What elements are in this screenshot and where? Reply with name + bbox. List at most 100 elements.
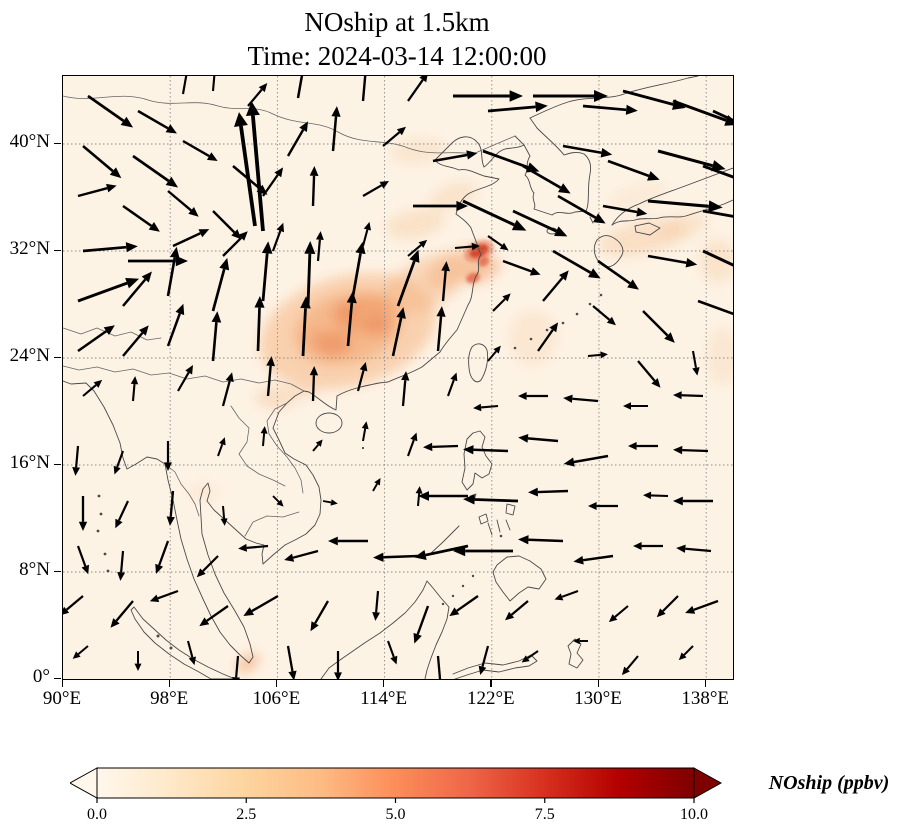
wind-arrow (296, 76, 304, 99)
wind-arrow (453, 545, 513, 557)
wind-arrow (642, 310, 675, 343)
island-hainan (315, 412, 343, 434)
x-tick (383, 680, 385, 687)
island-sumatra (130, 606, 236, 679)
wind-arrow (117, 550, 126, 581)
wind-arrow (542, 270, 569, 302)
wind-arrow (473, 403, 499, 412)
wind-arrow (487, 101, 548, 113)
wind-arrow (309, 166, 319, 207)
wind-arrow (284, 549, 319, 562)
wind-arrow (63, 595, 84, 615)
wind-arrow (522, 164, 571, 194)
wind-arrow (563, 454, 609, 467)
x-tick-label: 122°E (466, 688, 515, 709)
wind-arrow (286, 121, 308, 157)
map-plot (62, 75, 734, 680)
wind-arrow (221, 372, 234, 407)
wind-arrow (372, 478, 381, 492)
plume (509, 310, 557, 366)
wind-arrow (607, 159, 660, 181)
wind-arrow (110, 600, 134, 628)
wind-arrow (166, 303, 185, 347)
wind-arrow (331, 106, 341, 152)
wind-arrow (552, 249, 601, 279)
wind-arrow (436, 655, 442, 679)
wind-arrow (557, 194, 606, 224)
wind-arrow (211, 76, 216, 92)
x-tick-label: 90°E (42, 688, 82, 709)
wind-arrow (315, 231, 324, 262)
wind-arrow (588, 502, 618, 510)
plume (333, 303, 357, 321)
wind-arrow (212, 210, 242, 240)
colorbar-tick-label: 5.0 (385, 806, 406, 823)
colorbar-over-arrow (693, 767, 723, 799)
wind-arrow (261, 241, 273, 302)
wind-arrow (647, 199, 723, 213)
wind-arrow (691, 350, 700, 376)
wind-arrow (396, 249, 420, 307)
wind-arrow (234, 112, 257, 227)
x-tick (275, 680, 278, 687)
wind-arrow (177, 365, 193, 392)
wind-arrow (407, 76, 428, 102)
wind-arrow (415, 486, 423, 507)
wind-arrow (186, 640, 196, 666)
plume (385, 209, 445, 239)
wind-arrow (272, 495, 284, 507)
plot-subtitle: Time: 2024-03-14 12:00:00 (247, 41, 547, 71)
wind-arrow (361, 76, 367, 102)
island-luzon (461, 430, 493, 491)
wind-arrow (647, 254, 698, 268)
wind-arrow (128, 255, 188, 267)
wind-arrow (633, 542, 663, 550)
wind-arrow (418, 491, 468, 501)
wind-arrow (413, 605, 430, 644)
plume (364, 316, 392, 336)
wind-arrow (537, 322, 559, 352)
x-tick (61, 680, 63, 687)
colorbar-svg (68, 767, 723, 803)
wind-arrow (77, 183, 117, 198)
wind-arrow (172, 229, 210, 248)
wind-arrow (87, 94, 134, 128)
colorbar-tick-label: 7.5 (534, 806, 555, 823)
colorbar-tick-label: 10.0 (680, 806, 708, 823)
wind-arrow (164, 441, 172, 471)
wind-arrow (478, 645, 490, 675)
colorbar-label: NOship (ppbv) (768, 772, 890, 794)
wind-arrow (72, 445, 81, 476)
island-panay (478, 513, 489, 525)
wind-arrow (563, 394, 599, 403)
wind-arrow (130, 376, 139, 402)
coastline-kyushu (593, 235, 624, 268)
wind-arrow (115, 500, 129, 529)
wind-arrow (211, 257, 230, 312)
wind-arrow (232, 655, 241, 679)
wind-arrow (361, 421, 369, 442)
border-thailand-laos (230, 405, 286, 487)
wind-arrow (587, 351, 608, 359)
island-samar (505, 503, 516, 516)
coastline-indochina-malay-myanmar (63, 380, 322, 664)
x-tick-label: 130°E (574, 688, 622, 709)
border-vietnam-laos (266, 402, 304, 494)
colorbar-tick-label: 0.0 (87, 806, 107, 823)
wind-arrow (685, 599, 719, 614)
wind-arrow (573, 637, 588, 645)
wind-arrow (266, 356, 276, 397)
wind-arrow (322, 499, 338, 506)
wind-arrow (518, 392, 548, 400)
wind-arrow (310, 600, 329, 632)
wind-arrow (346, 291, 357, 347)
wind-arrow (167, 190, 199, 217)
wind-arrow (245, 101, 265, 232)
wind-arrow (407, 239, 428, 257)
wind-arrow (304, 241, 316, 307)
y-tick-label: 8°N (19, 559, 50, 580)
wind-arrow (309, 366, 319, 402)
wind-arrow (697, 299, 733, 319)
island-cebu (496, 519, 501, 533)
wind-arrow (260, 426, 268, 447)
